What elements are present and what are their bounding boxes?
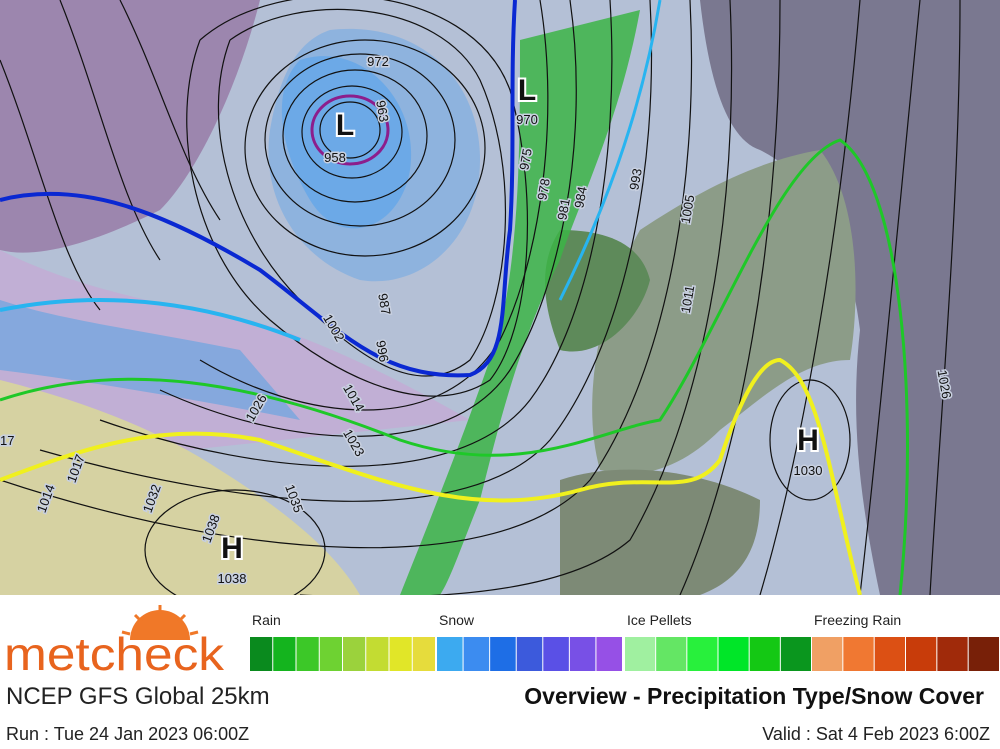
legend-swatch — [780, 637, 811, 671]
legend-label: Snow — [439, 612, 475, 628]
pressure-value: 1030 — [794, 463, 823, 478]
legend-swatch — [412, 637, 435, 671]
isobar-label: 1011 — [678, 284, 698, 314]
valid-time: Valid : Sat 4 Feb 2023 6:00Z — [762, 724, 990, 744]
model: NCEP GFS Global 25km — [6, 683, 270, 710]
pressure-value: 958 — [324, 150, 346, 165]
legend-swatch — [625, 637, 656, 671]
run-time: Run : Tue 24 Jan 2023 06:00Z — [6, 724, 249, 744]
brand: metcheck — [4, 628, 225, 680]
legend-swatch — [319, 637, 342, 671]
isobar-label: 987 — [375, 292, 394, 316]
legend-swatch — [937, 637, 968, 671]
isobar-label: 993 — [626, 167, 645, 191]
isobar-label: 996 — [373, 339, 392, 363]
legend-label: Freezing Rain — [814, 612, 901, 628]
legend-swatch — [656, 637, 687, 671]
legend-swatch — [389, 637, 412, 671]
pressure-symbol: L — [336, 109, 354, 142]
legend-swatch — [968, 637, 999, 671]
legend-swatch — [463, 637, 490, 671]
legend: Rain Snow Ice Pellets Freezing Rain — [250, 612, 999, 671]
legend-swatch — [906, 637, 937, 671]
isobar-label: 975 — [516, 147, 535, 171]
legend-swatch — [516, 637, 543, 671]
legend-label: Rain — [252, 612, 281, 628]
isobar-label: 972 — [367, 54, 389, 69]
isobar-label: 984 — [571, 185, 590, 209]
legend-swatch — [812, 637, 843, 671]
legend-swatch — [843, 637, 874, 671]
isobar-label: 1005 — [678, 194, 698, 225]
isobar-label: 1017 — [0, 433, 14, 448]
legend-swatch — [343, 637, 366, 671]
pressure-value: 970 — [516, 112, 538, 127]
legend-swatch — [490, 637, 516, 671]
legend-swatch — [718, 637, 749, 671]
pressure-symbol: L — [518, 74, 536, 107]
legend-swatch — [296, 637, 319, 671]
legend-swatch — [596, 637, 622, 671]
legend-swatch — [687, 637, 718, 671]
legend-swatch — [569, 637, 596, 671]
isobar-label: 978 — [534, 177, 553, 201]
isobar-label: 1026 — [935, 369, 955, 400]
legend-swatch — [874, 637, 905, 671]
pressure-symbol: H — [221, 532, 243, 565]
legend-swatch — [250, 637, 273, 671]
isobar-label: 981 — [554, 197, 573, 221]
isobar-label: 963 — [373, 99, 392, 123]
pressure-symbol: H — [797, 424, 819, 457]
legend-swatch — [749, 637, 780, 671]
legend-label: Ice Pellets — [627, 612, 692, 628]
logo: metcheck — [4, 605, 225, 680]
legend-swatch — [543, 637, 569, 671]
isobars — [0, 0, 961, 595]
legend-swatch — [437, 637, 463, 671]
pressure-value: 1038 — [218, 571, 247, 586]
legend-swatch — [366, 637, 389, 671]
product-title: Overview - Precipitation Type/Snow Cover — [524, 683, 984, 709]
legend-swatch — [273, 637, 296, 671]
